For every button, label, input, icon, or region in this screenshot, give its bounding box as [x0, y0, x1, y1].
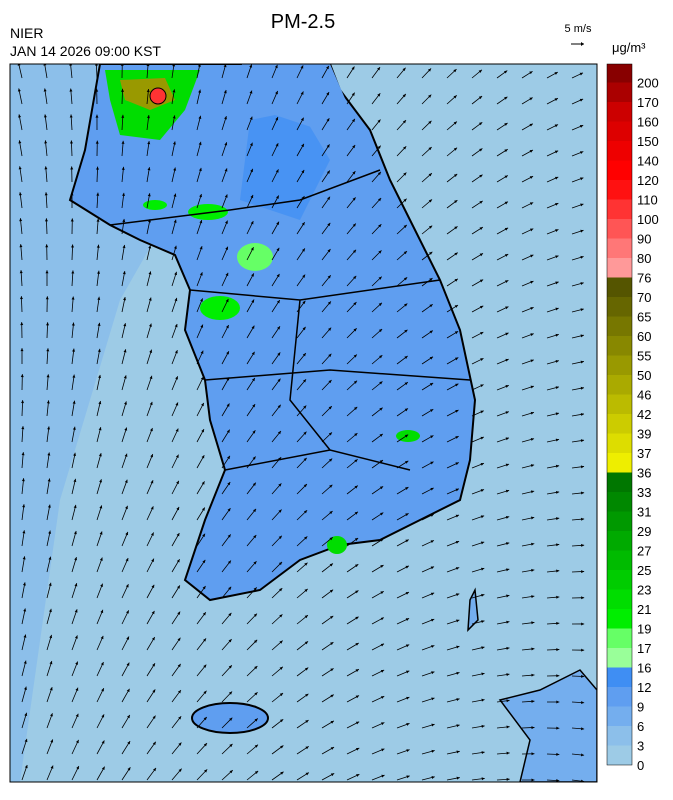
- colorbar-segment: [607, 161, 632, 181]
- colorbar-label: 6: [637, 719, 644, 734]
- colorbar-label: 170: [637, 95, 659, 110]
- colorbar-label: 9: [637, 700, 644, 715]
- colorbar-segment: [607, 707, 632, 727]
- colorbar-label: 12: [637, 680, 651, 695]
- colorbar-label: 60: [637, 329, 651, 344]
- colorbar-label: 80: [637, 251, 651, 266]
- colorbar-segment: [607, 726, 632, 746]
- colorbar-segment: [607, 278, 632, 298]
- colorbar-label: 36: [637, 466, 651, 481]
- colorbar-label: 37: [637, 446, 651, 461]
- colorbar-label: 39: [637, 427, 651, 442]
- colorbar-label: 16: [637, 661, 651, 676]
- colorbar-segment: [607, 629, 632, 649]
- colorbar-segment: [607, 64, 632, 83]
- wind-scale-head: [581, 42, 584, 46]
- colorbar-label: 19: [637, 622, 651, 637]
- colorbar-segment: [607, 512, 632, 532]
- colorbar-segment: [607, 492, 632, 512]
- colorbar-segment: [607, 609, 632, 629]
- colorbar-label: 110: [637, 193, 658, 208]
- colorbar-label: 90: [637, 232, 651, 247]
- jeju: [192, 703, 268, 733]
- colorbar-segment: [607, 180, 632, 200]
- colorbar-segment: [607, 336, 632, 356]
- colorbar-label: 160: [637, 115, 659, 130]
- colorbar-label: 0: [637, 758, 644, 773]
- colorbar-segment: [607, 83, 632, 103]
- colorbar-label: 76: [637, 271, 651, 286]
- colorbar-segment: [607, 356, 632, 376]
- colorbar-label: 200: [637, 76, 659, 91]
- colorbar-segment: [607, 297, 632, 317]
- colorbar-segment: [607, 258, 632, 278]
- colorbar-label: 65: [637, 310, 651, 325]
- colorbar-segment: [607, 122, 632, 142]
- colorbar-segment: [607, 648, 632, 668]
- colorbar-segment: [607, 746, 632, 766]
- colorbar-segment: [607, 668, 632, 688]
- colorbar-label: 150: [637, 134, 659, 149]
- colorbar-label: 27: [637, 544, 651, 559]
- map: [10, 60, 597, 783]
- colorbar-segment: [607, 219, 632, 239]
- colorbar-label: 42: [637, 407, 651, 422]
- colorbar-label: 31: [637, 505, 651, 520]
- agency: NIER: [10, 25, 43, 41]
- plume: [237, 243, 273, 271]
- plume: [200, 296, 240, 320]
- wind-scale-label: 5 m/s: [565, 23, 592, 35]
- colorbar-segment: [607, 395, 632, 415]
- colorbar-label: 29: [637, 524, 651, 539]
- colorbar-segment: [607, 551, 632, 571]
- colorbar-label: 3: [637, 739, 644, 754]
- colorbar-label: 100: [637, 212, 659, 227]
- colorbar-segment: [607, 687, 632, 707]
- colorbar-label: 17: [637, 641, 651, 656]
- colorbar-segment: [607, 434, 632, 454]
- colorbar-segment: [607, 317, 632, 337]
- plume: [143, 200, 167, 210]
- colorbar-label: 140: [637, 154, 659, 169]
- colorbar-label: 23: [637, 583, 651, 598]
- datetime: JAN 14 2026 09:00 KST: [10, 43, 161, 59]
- unit: μg/m³: [612, 40, 646, 55]
- colorbar-label: 70: [637, 290, 651, 305]
- colorbar-segment: [607, 531, 632, 551]
- colorbar-segment: [607, 375, 632, 395]
- colorbar-segment: [607, 570, 632, 590]
- plume: [327, 536, 347, 554]
- colorbar-label: 55: [637, 349, 651, 364]
- colorbar-label: 25: [637, 563, 651, 578]
- colorbar: 0369121617192123252729313336373942465055…: [607, 64, 659, 773]
- colorbar-label: 46: [637, 388, 651, 403]
- plume-peak: [150, 88, 166, 104]
- colorbar-segment: [607, 200, 632, 220]
- colorbar-label: 21: [637, 602, 651, 617]
- colorbar-label: 50: [637, 368, 651, 383]
- colorbar-segment: [607, 453, 632, 473]
- colorbar-segment: [607, 239, 632, 259]
- colorbar-label: 33: [637, 485, 651, 500]
- colorbar-label: 120: [637, 173, 659, 188]
- colorbar-segment: [607, 141, 632, 161]
- colorbar-segment: [607, 473, 632, 493]
- title: PM-2.5: [271, 11, 335, 33]
- colorbar-segment: [607, 102, 632, 122]
- colorbar-segment: [607, 414, 632, 434]
- colorbar-segment: [607, 590, 632, 610]
